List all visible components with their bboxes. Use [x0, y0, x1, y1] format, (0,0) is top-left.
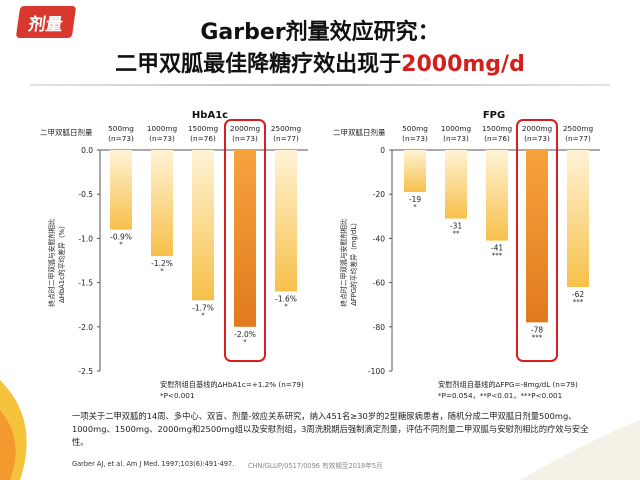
chart1-bar	[275, 150, 297, 292]
chart1-title: HbA1c	[192, 110, 228, 121]
chart2-y-tick-label: -40	[373, 234, 385, 243]
chart1-y-tick-label: -1.0	[78, 234, 93, 243]
chart1-value-label: -0.9%	[110, 233, 132, 242]
chart1-y-tick-label: 0.0	[81, 146, 93, 155]
chart1-y-tick-label: -1.5	[78, 279, 93, 288]
chart1-category-label-dose: 2500mg	[271, 124, 301, 133]
chart2-category-label-n: (n=73)	[402, 134, 428, 143]
study-description: 一项关于二甲双胍的14周、多中心、双盲、剂量-效应关系研究，纳入451名≥30岁…	[72, 411, 589, 447]
chart1-significance-mark: *	[119, 241, 123, 249]
chart1-dose-row-label: 二甲双胍日剂量	[40, 127, 93, 137]
chart2-significance-mark: *	[413, 203, 417, 211]
chart2-significance-mark: ***	[573, 298, 584, 306]
title-highlight: 2000mg/d	[401, 52, 525, 77]
reference-citation: Garber AJ, et al. Am J Med. 1997;103(6):…	[72, 460, 235, 468]
chart1-significance-mark: *	[243, 338, 247, 346]
chart1-category-label-dose: 500mg	[108, 124, 134, 133]
document-code: CHN/GLUP/0517/0096 有效期至2018年5月	[248, 462, 383, 470]
chart1-highlight-box	[224, 119, 266, 362]
chart2-category-label-dose: 2000mg	[522, 124, 552, 133]
chart2-bar	[526, 150, 548, 323]
chart1-bar	[151, 150, 173, 257]
chart2-significance-mark: ***	[492, 252, 503, 260]
chart2-highlight-box	[516, 119, 558, 362]
chart1-category-label-n: (n=73)	[232, 134, 258, 143]
chart1-value-label: -1.2%	[151, 259, 173, 268]
chart2-bar	[486, 150, 508, 241]
chart2-value-label: -78	[531, 325, 543, 334]
chart1-bar	[192, 150, 214, 301]
chart1-y-axis-label-line2: ΔHbA1c的平均差异（%）	[57, 222, 66, 303]
page-title-line2: 二甲双胍最佳降糖疗效出现于2000mg/d	[0, 46, 640, 78]
chart2-value-label: -19	[409, 195, 421, 204]
chart2-title: FPG	[483, 110, 505, 121]
chart2-significance-mark: ***	[532, 333, 543, 341]
chart2-footnote-placebo: 安慰剂组自基线的ΔFPG=-8mg/dL (n=79)	[438, 380, 578, 389]
chart2-bar	[567, 150, 589, 288]
chart2-category-label-dose: 1500mg	[482, 124, 512, 133]
chart1-value-label: -2.0%	[234, 330, 256, 339]
chart2-value-label: -41	[491, 244, 503, 253]
chart2-y-axis-label-line2: ΔFPG的平均差异（mg/dL）	[349, 219, 358, 306]
chart2-bar	[445, 150, 467, 219]
page-title-line1: Garber剂量效应研究：	[200, 20, 440, 45]
chart1-bar	[234, 150, 256, 327]
chart1-value-label: -1.6%	[275, 294, 297, 303]
chart1-footnote-placebo: 安慰剂组自基线的ΔHbA1c=+1.2% (n=79)	[160, 380, 304, 389]
chart2-value-label: -31	[450, 222, 462, 231]
chart2-y-tick-label: -60	[373, 279, 385, 288]
chart1-y-axis-label-line1: 终点时二甲双胍与安慰剂相比	[47, 218, 56, 307]
chart1-category-label-n: (n=77)	[273, 134, 299, 143]
chart1-category-label-dose: 1000mg	[147, 124, 177, 133]
chart2-y-tick-label: -20	[373, 190, 385, 199]
chart2-y-tick-label: 0	[380, 146, 385, 155]
chart2-dose-row-label: 二甲双胍日剂量	[333, 127, 386, 137]
chart2-category-label-n: (n=73)	[524, 134, 550, 143]
chart2-category-label-dose: 2500mg	[563, 124, 593, 133]
chart1-significance-mark: *	[201, 311, 205, 319]
chart1-value-label: -1.7%	[192, 303, 214, 312]
chart2-value-label: -62	[572, 290, 584, 299]
corner-decoration	[0, 380, 27, 480]
swoosh-decoration	[520, 420, 640, 480]
chart2-y-tick-label: -100	[368, 367, 385, 376]
chart2-bar	[404, 150, 426, 192]
chart2-category-label-dose: 1000mg	[441, 124, 471, 133]
chart1-bar	[110, 150, 132, 230]
chart2-y-tick-label: -80	[373, 323, 385, 332]
chart1-category-label-n: (n=73)	[149, 134, 175, 143]
chart1-category-label-n: (n=76)	[190, 134, 216, 143]
chart2-category-label-n: (n=77)	[565, 134, 591, 143]
title-divider	[30, 84, 610, 86]
chart2-significance-mark: **	[453, 230, 461, 238]
chart1-significance-mark: *	[284, 302, 288, 310]
chart2-y-axis-label-line1: 终点时二甲双胍与安慰剂相比	[339, 218, 348, 307]
chart1-category-label-n: (n=73)	[108, 134, 134, 143]
chart2-category-label-n: (n=76)	[484, 134, 510, 143]
chart1-significance-mark: *	[160, 267, 164, 275]
chart1-y-tick-label: -0.5	[78, 190, 93, 199]
chart2-footnote-pvalue: *P=0.054，**P<0.01，***P<0.001	[438, 391, 562, 400]
chart2-category-label-dose: 500mg	[402, 124, 428, 133]
chart2-category-label-n: (n=73)	[443, 134, 469, 143]
chart1-y-tick-label: -2.5	[78, 367, 93, 376]
chart1-footnote-pvalue: *P<0.001	[160, 391, 195, 400]
chart1-category-label-dose: 1500mg	[188, 124, 218, 133]
title-prefix: 二甲双胍最佳降糖疗效出现于	[115, 52, 402, 77]
chart1-y-tick-label: -2.0	[78, 323, 93, 332]
chart1-category-label-dose: 2000mg	[230, 124, 260, 133]
